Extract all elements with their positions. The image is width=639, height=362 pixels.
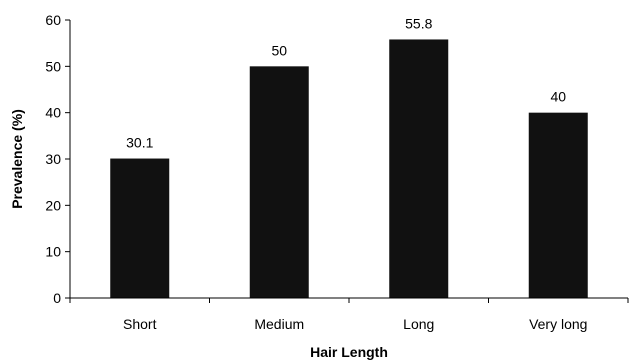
- y-axis-title: Prevalence (%): [9, 109, 25, 209]
- x-tick-label-medium: Medium: [254, 316, 304, 332]
- y-tick-label-2: 20: [45, 197, 61, 213]
- x-tick-label-very-long: Very long: [529, 316, 587, 332]
- y-tick-label-6: 60: [45, 12, 61, 28]
- data-label-medium: 50: [271, 42, 287, 58]
- x-tick-label-short: Short: [123, 316, 157, 332]
- x-tick-label-long: Long: [403, 316, 434, 332]
- bar-very-long: [529, 113, 588, 298]
- y-tick-label-0: 0: [53, 290, 61, 306]
- bar-medium: [250, 66, 309, 298]
- y-tick-label-4: 40: [45, 105, 61, 121]
- data-label-long: 55.8: [405, 15, 432, 31]
- data-labels: 30.1 50 55.8 40: [126, 15, 566, 150]
- y-tick-label-1: 10: [45, 244, 61, 260]
- y-tick-label-3: 30: [45, 151, 61, 167]
- bar-short: [110, 159, 169, 298]
- data-label-short: 30.1: [126, 135, 153, 151]
- y-axis-ticks: 0 10 20 30 40 50 60: [45, 12, 70, 306]
- bar-long: [389, 39, 448, 298]
- bars: [110, 39, 588, 298]
- x-axis-title: Hair Length: [310, 344, 388, 360]
- x-axis-ticks: Short Medium Long Very long: [70, 298, 628, 332]
- data-label-very-long: 40: [550, 89, 566, 105]
- y-tick-label-5: 50: [45, 58, 61, 74]
